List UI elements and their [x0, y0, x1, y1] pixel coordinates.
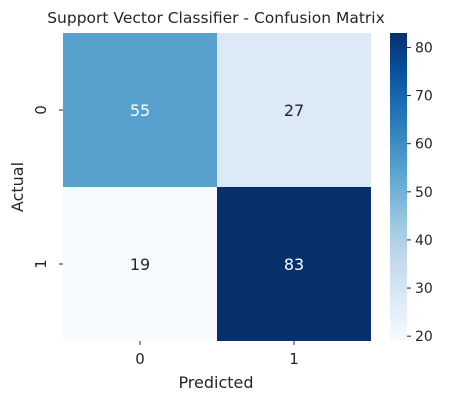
- colorbar-tick-label: 50: [415, 185, 433, 201]
- x-tick-label: 1: [289, 350, 299, 368]
- heatmap-cell: [217, 33, 371, 187]
- heatmap-cell: [217, 187, 371, 341]
- colorbar-tick-label: 80: [415, 40, 433, 56]
- colorbar-tick-label: 70: [415, 89, 433, 105]
- chart-title: Support Vector Classifier - Confusion Ma…: [47, 9, 385, 27]
- colorbar-tick-label: 40: [415, 233, 433, 249]
- heatmap-grid: 55 27 19 83: [63, 33, 371, 341]
- heatmap-cell: [63, 187, 217, 341]
- cell-value-label: 27: [284, 101, 304, 120]
- x-axis-label: Predicted: [178, 373, 253, 392]
- cell-value-label: 83: [284, 255, 304, 274]
- colorbar-tick-label: 20: [415, 329, 433, 345]
- axis-ticks: 0 1 0 1: [32, 105, 299, 368]
- colorbar: [390, 33, 407, 341]
- colorbar-tick-label: 30: [415, 281, 433, 297]
- y-tick-label: 0: [32, 105, 50, 115]
- colorbar-tick-label: 60: [415, 137, 433, 153]
- colorbar-ticks: 20 30 40 50 60 70 80: [407, 40, 433, 345]
- cell-value-label: 55: [130, 101, 150, 120]
- heatmap-cell: [63, 33, 217, 187]
- cell-value-label: 19: [130, 255, 150, 274]
- y-tick-label: 1: [32, 259, 50, 269]
- y-axis-label: Actual: [8, 162, 27, 212]
- x-tick-label: 0: [135, 350, 145, 368]
